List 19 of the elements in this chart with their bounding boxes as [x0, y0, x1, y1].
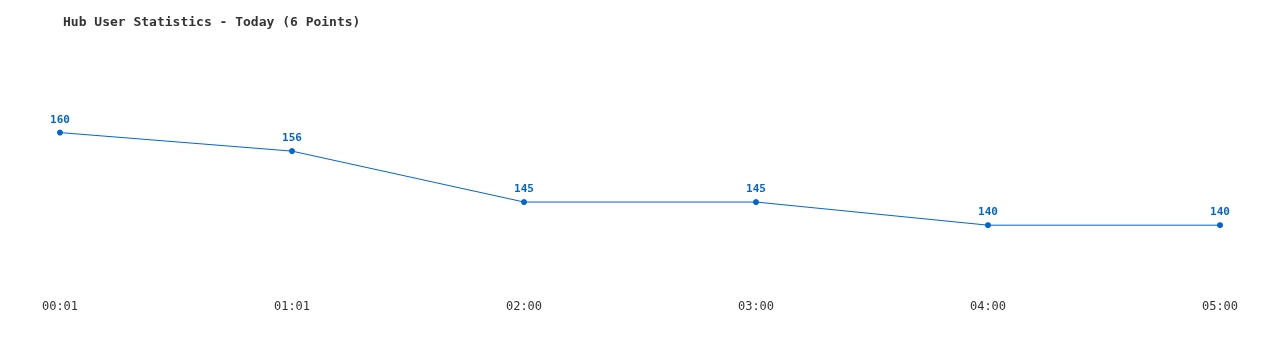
data-label: 145 [746, 182, 766, 196]
data-label: 156 [282, 131, 303, 145]
point [1217, 222, 1223, 229]
x-tick-label: 03:00 [737, 299, 775, 313]
x-tick-label: 04:00 [969, 299, 1007, 313]
data-label: 140 [1210, 205, 1230, 219]
point [289, 148, 295, 155]
point [985, 222, 991, 229]
x-tick-label: 02:00 [505, 299, 543, 313]
data-label: 140 [978, 205, 998, 219]
x-tick-label: 00:01 [41, 299, 79, 313]
point [521, 199, 527, 206]
point [753, 199, 759, 206]
x-tick-label: 01:01 [273, 299, 311, 313]
data-label: 160 [50, 112, 70, 126]
x-tick-label: 05:00 [1201, 299, 1239, 313]
chart-title: Hub User Statistics - Today (6 Points) [63, 14, 361, 29]
point [57, 129, 63, 136]
data-label: 145 [514, 182, 534, 196]
